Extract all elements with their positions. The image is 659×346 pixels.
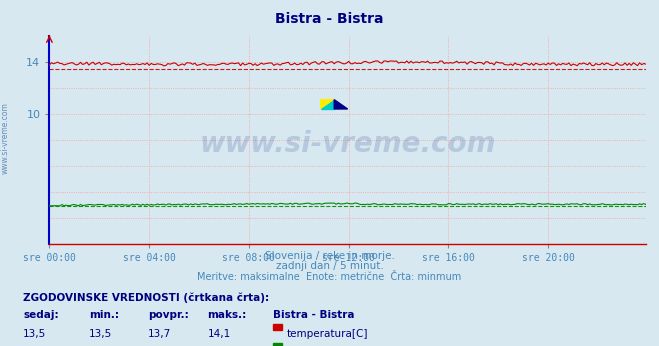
Text: Meritve: maksimalne  Enote: metrične  Črta: minmum: Meritve: maksimalne Enote: metrične Črta… bbox=[198, 272, 461, 282]
Text: Slovenija / reke in morje.: Slovenija / reke in morje. bbox=[264, 251, 395, 261]
Text: 13,7: 13,7 bbox=[148, 329, 171, 339]
Polygon shape bbox=[334, 100, 348, 109]
Text: Bistra - Bistra: Bistra - Bistra bbox=[273, 310, 355, 320]
Text: 14,1: 14,1 bbox=[208, 329, 231, 339]
Text: zadnji dan / 5 minut.: zadnji dan / 5 minut. bbox=[275, 261, 384, 271]
Text: www.si-vreme.com: www.si-vreme.com bbox=[1, 102, 10, 174]
Text: www.si-vreme.com: www.si-vreme.com bbox=[200, 130, 496, 158]
Polygon shape bbox=[321, 100, 334, 109]
Text: sedaj:: sedaj: bbox=[23, 310, 59, 320]
Text: ZGODOVINSKE VREDNOSTI (črtkana črta):: ZGODOVINSKE VREDNOSTI (črtkana črta): bbox=[23, 292, 269, 303]
Text: 13,5: 13,5 bbox=[23, 329, 46, 339]
Text: temperatura[C]: temperatura[C] bbox=[287, 329, 368, 339]
Text: 13,5: 13,5 bbox=[89, 329, 112, 339]
Text: Bistra - Bistra: Bistra - Bistra bbox=[275, 12, 384, 26]
Polygon shape bbox=[321, 100, 334, 109]
Text: povpr.:: povpr.: bbox=[148, 310, 189, 320]
Text: min.:: min.: bbox=[89, 310, 119, 320]
Text: maks.:: maks.: bbox=[208, 310, 247, 320]
